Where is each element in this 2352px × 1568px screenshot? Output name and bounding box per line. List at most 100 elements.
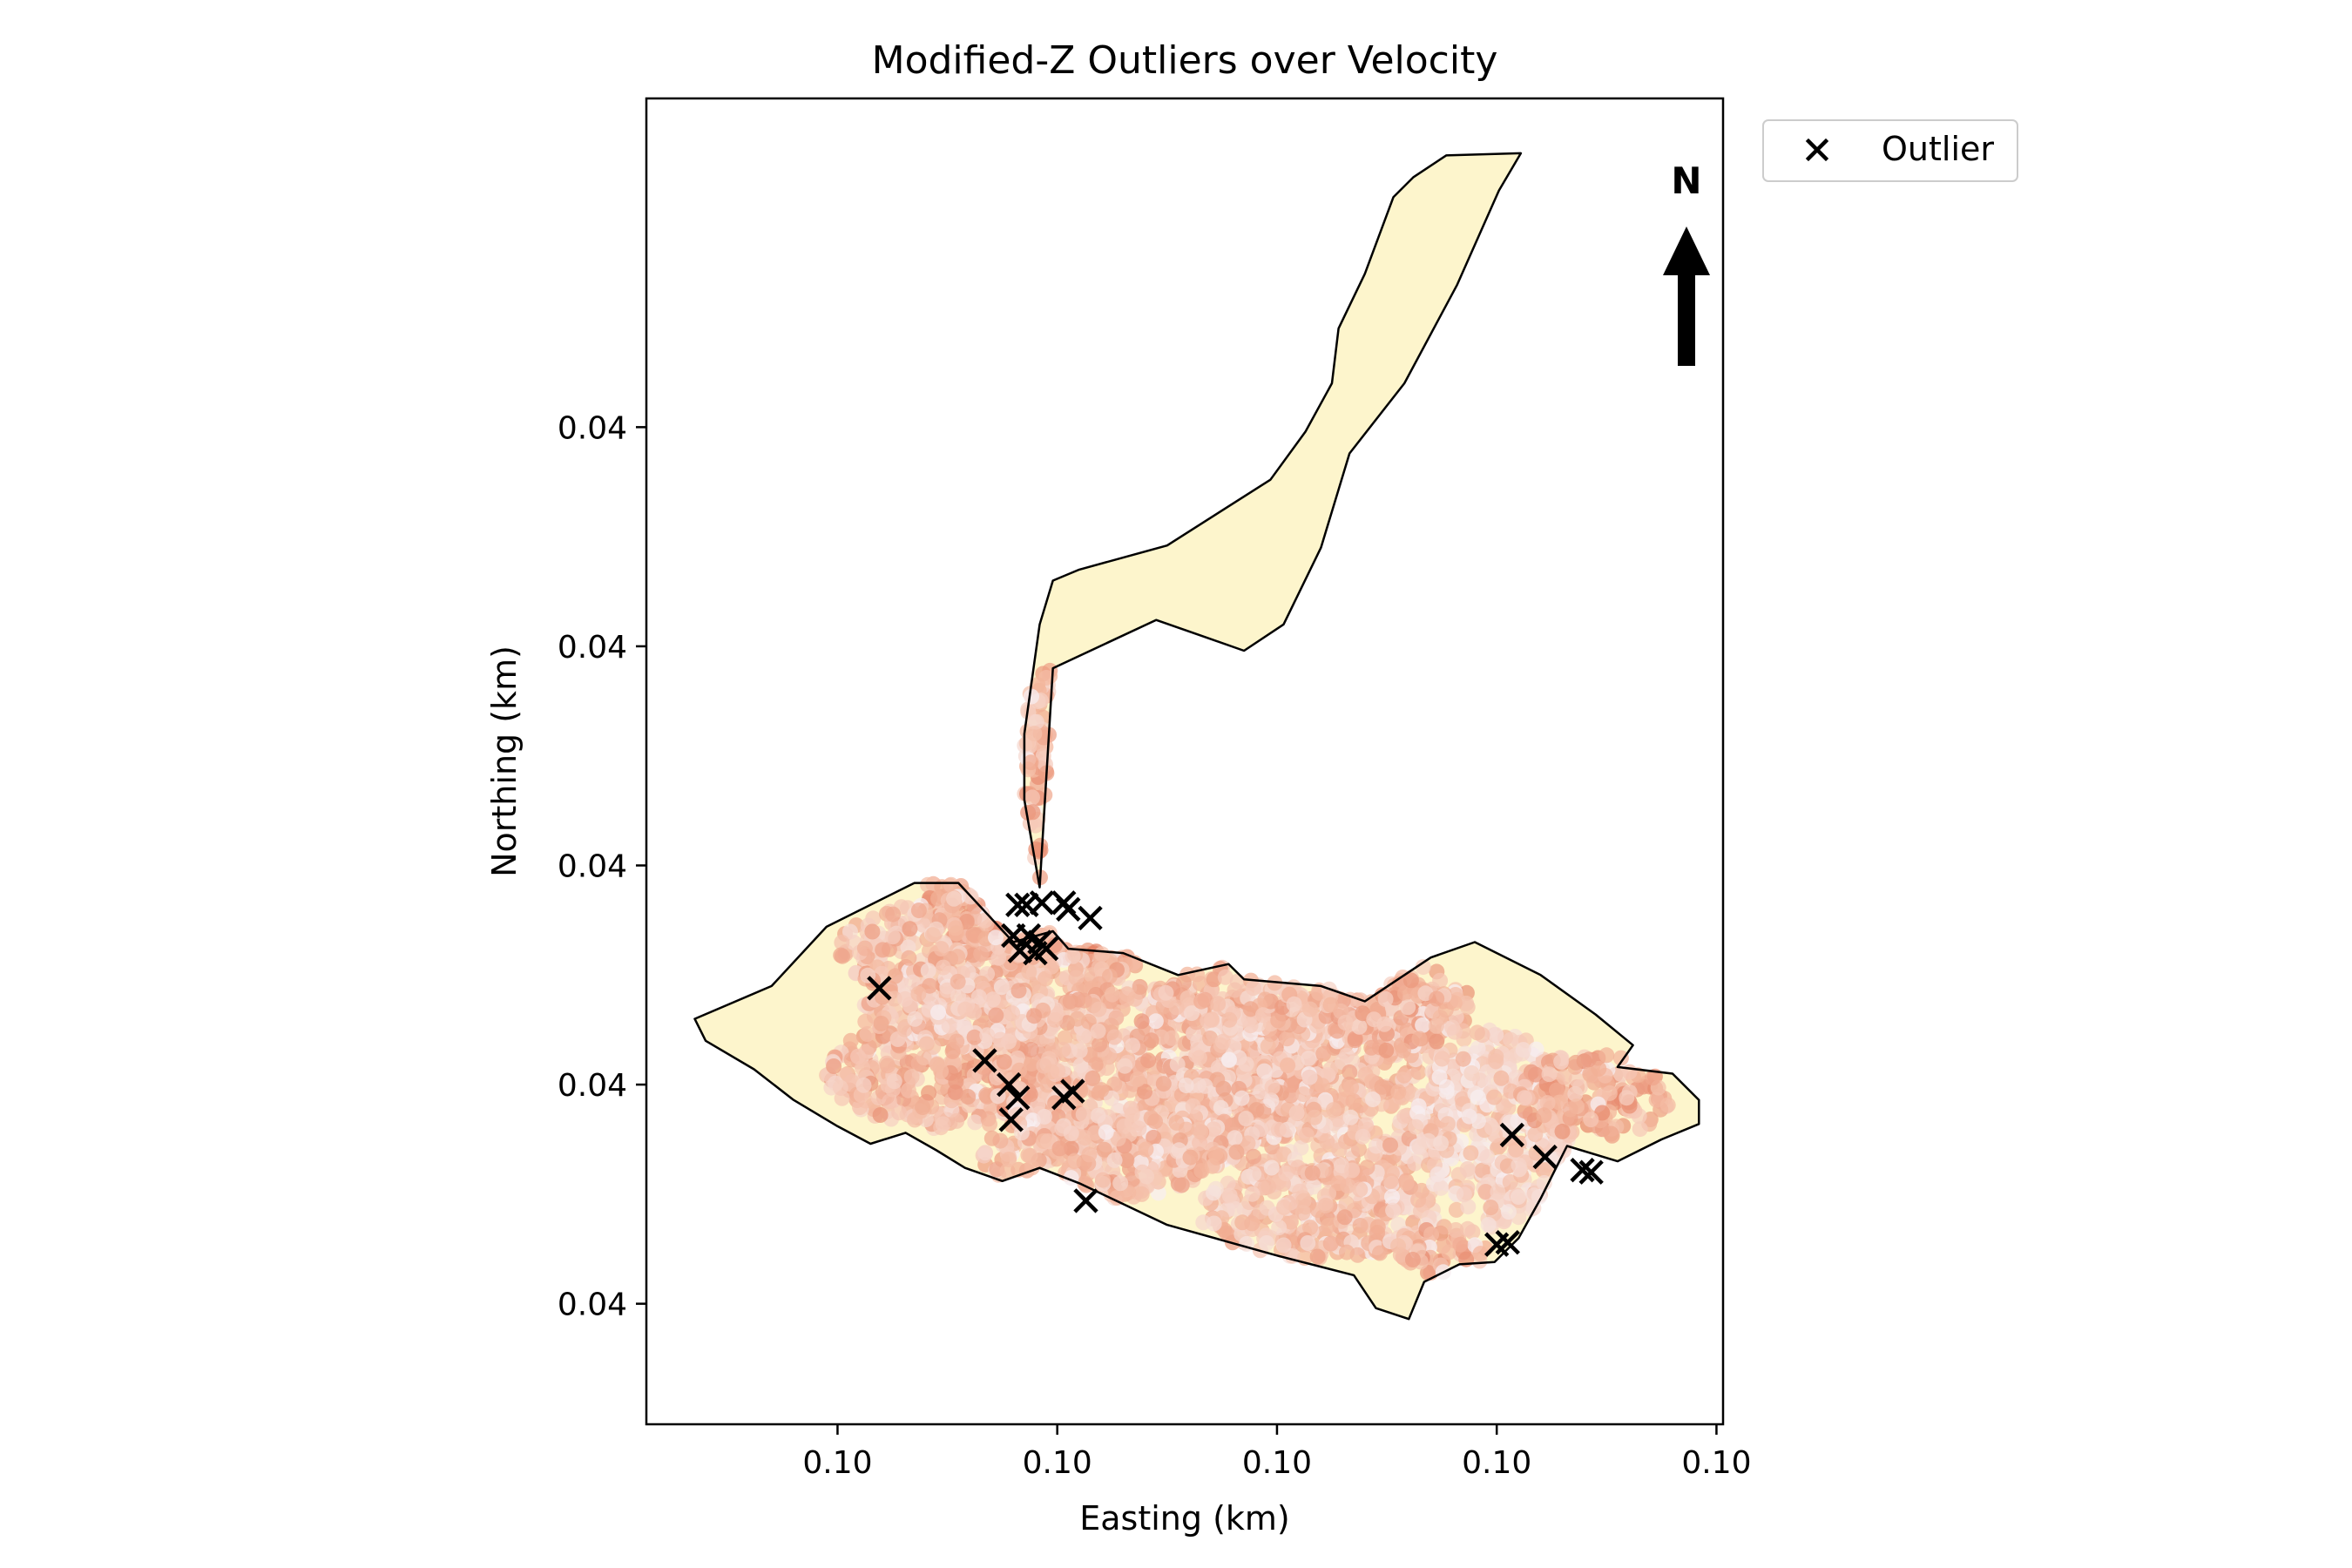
velocity-point: [1064, 948, 1081, 964]
velocity-point: [884, 929, 901, 945]
x-tick-label: 0.10: [1023, 1445, 1092, 1481]
velocity-point: [887, 968, 903, 984]
velocity-point: [826, 1058, 842, 1074]
velocity-point: [1408, 1119, 1424, 1135]
velocity-point: [1104, 986, 1120, 1003]
velocity-point: [1010, 983, 1027, 999]
outlier-markers-layer: [867, 890, 1604, 1257]
legend-outlier-marker: [1805, 138, 1829, 162]
velocity-point: [1463, 1145, 1479, 1161]
velocity-point: [910, 985, 927, 1002]
velocity-point: [1431, 1069, 1448, 1085]
velocity-point: [1458, 995, 1475, 1011]
velocity-point: [933, 1063, 950, 1079]
velocity-point: [1125, 1037, 1141, 1054]
velocity-point: [901, 950, 917, 966]
velocity-point: [1536, 1175, 1552, 1191]
velocity-point: [1122, 1082, 1139, 1098]
velocity-point: [1369, 1219, 1386, 1235]
corridor-outline: [1023, 152, 1523, 889]
velocity-point: [1554, 1123, 1571, 1139]
velocity-point: [907, 1010, 923, 1027]
velocity-point: [1227, 1200, 1243, 1217]
velocity-point: [1528, 1041, 1544, 1058]
velocity-point: [1402, 972, 1419, 989]
velocity-point: [1260, 1179, 1277, 1195]
velocity-point: [1536, 1107, 1552, 1124]
velocity-point: [1220, 1175, 1236, 1192]
velocity-point: [834, 935, 850, 950]
velocity-point: [1282, 1213, 1299, 1230]
region-edge-layer: [693, 152, 1700, 1321]
velocity-point: [1493, 1070, 1510, 1086]
velocity-point: [1352, 1218, 1369, 1233]
velocity-point: [1598, 1047, 1615, 1064]
velocity-point: [1039, 1077, 1056, 1093]
velocity-point: [1351, 1018, 1368, 1035]
velocity-point: [1062, 993, 1078, 1010]
velocity-point: [1396, 1108, 1413, 1125]
velocity-point: [1106, 1029, 1123, 1045]
velocity-point: [1429, 1033, 1445, 1050]
velocity-point: [977, 1145, 993, 1161]
velocity-point: [1147, 1113, 1163, 1130]
velocity-point: [897, 990, 913, 1007]
velocity-point: [1293, 1139, 1309, 1156]
outlier-marker: [972, 1048, 997, 1073]
velocity-point: [1206, 1121, 1222, 1138]
velocity-point: [1143, 1032, 1159, 1049]
velocity-point: [1378, 1042, 1395, 1058]
y-tick-label: 0.04: [558, 410, 627, 446]
velocity-point: [1275, 1237, 1292, 1254]
velocity-point: [930, 1004, 946, 1021]
velocity-point: [1469, 1024, 1485, 1041]
velocity-point: [879, 1058, 896, 1074]
velocity-point: [1314, 1078, 1330, 1094]
velocity-point: [1411, 1031, 1428, 1047]
chart-title: Modified-Z Outliers over Velocity: [872, 38, 1498, 83]
velocity-point: [896, 1021, 913, 1037]
velocity-point: [1306, 1179, 1322, 1195]
velocity-point: [1240, 1135, 1256, 1152]
velocity-point: [1210, 996, 1227, 1012]
velocity-point: [1206, 1215, 1222, 1232]
velocity-point: [875, 942, 891, 958]
velocity-point: [1278, 1166, 1294, 1181]
velocity-point: [1264, 1078, 1281, 1095]
velocity-point: [1437, 1002, 1454, 1018]
velocity-point: [1433, 1179, 1450, 1196]
velocity-point: [1110, 1131, 1126, 1147]
velocity-point: [1326, 1102, 1342, 1119]
velocity-point: [1204, 1158, 1220, 1174]
velocity-point: [1129, 1071, 1146, 1087]
y-axis-label: Northing (km): [485, 645, 524, 877]
outlier-marker: [997, 1071, 1022, 1098]
velocity-point: [1645, 1070, 1661, 1086]
velocity-point: [1479, 1149, 1496, 1166]
velocity-point: [1397, 985, 1413, 1002]
velocity-point: [1137, 1084, 1152, 1100]
velocity-point: [1227, 982, 1243, 998]
velocity-point: [916, 1050, 932, 1065]
velocity-point: [1420, 1132, 1436, 1149]
velocity-point: [1168, 1114, 1185, 1131]
velocity-point: [988, 929, 1004, 946]
outlier-marker: [1078, 905, 1103, 931]
velocity-point: [872, 1107, 889, 1123]
velocity-point: [1024, 688, 1039, 705]
velocity-point: [1331, 1142, 1348, 1159]
velocity-point: [1321, 1217, 1337, 1233]
velocity-point: [864, 923, 881, 940]
velocity-point: [1270, 1121, 1287, 1138]
velocity-point: [886, 1073, 902, 1090]
velocity-point: [900, 1082, 916, 1098]
velocity-point: [957, 1001, 974, 1017]
x-tick-label: 0.10: [1242, 1445, 1312, 1481]
corridor-region-layer: [1024, 152, 1521, 888]
velocity-point: [1206, 1185, 1222, 1201]
velocity-point: [1330, 1175, 1347, 1192]
velocity-point: [1108, 1010, 1125, 1026]
velocity-point: [947, 1084, 963, 1100]
velocity-point: [1164, 1030, 1180, 1046]
